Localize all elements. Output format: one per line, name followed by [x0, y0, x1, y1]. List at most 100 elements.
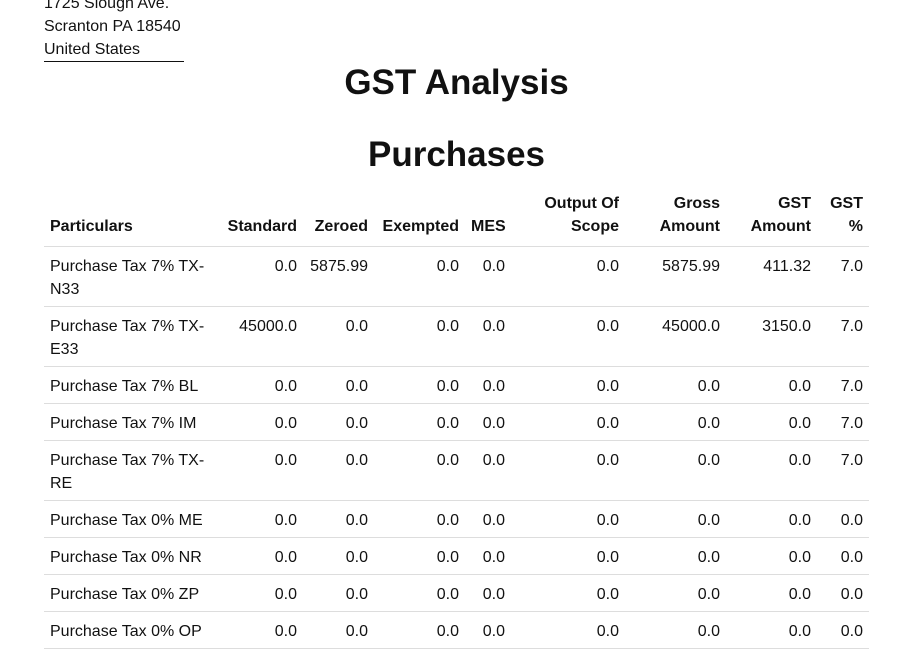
cell-gross-amount: 0.0: [625, 538, 726, 575]
cell-gross-amount: 0.0: [625, 612, 726, 649]
header-gross-amount: Gross Amount: [625, 190, 726, 247]
cell-exempted: 0.0: [374, 367, 465, 404]
cell-standard: 0.0: [221, 501, 303, 538]
cell-zeroed: 0.0: [303, 441, 374, 501]
cell-particulars: Purchase Tax 7% IM: [44, 404, 221, 441]
cell-gst-amount: 0.0: [726, 441, 817, 501]
cell-mes: 0.0: [465, 367, 511, 404]
cell-standard: 0.0: [221, 538, 303, 575]
header-particulars: Particulars: [44, 190, 221, 247]
cell-gst-amount: 0.0: [726, 612, 817, 649]
address-street: 1725 Slough Ave.: [44, 0, 184, 15]
header-exempted: Exempted: [374, 190, 465, 247]
cell-output-of-scope: 0.0: [511, 441, 625, 501]
cell-zeroed: 0.0: [303, 575, 374, 612]
cell-output-of-scope: 0.0: [511, 404, 625, 441]
header-row: Particulars Standard Zeroed Exempted MES…: [44, 190, 869, 247]
address-city-line: Scranton PA 18540: [44, 15, 184, 38]
cell-gross-amount: 5875.99: [625, 247, 726, 307]
cell-output-of-scope: 0.0: [511, 307, 625, 367]
cell-particulars: Purchase Tax 7% TX-N33: [44, 247, 221, 307]
cell-gross-amount: 0.0: [625, 501, 726, 538]
cell-output-of-scope: 0.0: [511, 575, 625, 612]
section-title: Purchases: [0, 134, 913, 176]
cell-exempted: 0.0: [374, 575, 465, 612]
cell-gst-percent: 0.0: [817, 575, 869, 612]
cell-gst-amount: 0.0: [726, 367, 817, 404]
cell-gst-amount: 411.32: [726, 247, 817, 307]
cell-standard: 0.0: [221, 612, 303, 649]
cell-zeroed: 0.0: [303, 501, 374, 538]
cell-mes: 0.0: [465, 575, 511, 612]
cell-mes: 0.0: [465, 538, 511, 575]
table-row: Purchase Tax 0% ZP 0.0 0.0 0.0 0.0 0.0 0…: [44, 575, 869, 612]
table-row: Purchase Tax 7% TX-E33 45000.0 0.0 0.0 0…: [44, 307, 869, 367]
table-body: Purchase Tax 7% TX-N33 0.0 5875.99 0.0 0…: [44, 247, 869, 649]
cell-gst-amount: 0.0: [726, 538, 817, 575]
cell-particulars: Purchase Tax 7% TX-RE: [44, 441, 221, 501]
table-row: Purchase Tax 7% TX-RE 0.0 0.0 0.0 0.0 0.…: [44, 441, 869, 501]
cell-output-of-scope: 0.0: [511, 538, 625, 575]
cell-exempted: 0.0: [374, 441, 465, 501]
cell-gst-percent: 0.0: [817, 501, 869, 538]
cell-gst-amount: 0.0: [726, 404, 817, 441]
header-output-of-scope: Output Of Scope: [511, 190, 625, 247]
table-header: Particulars Standard Zeroed Exempted MES…: [44, 190, 869, 247]
table-row: Purchase Tax 7% IM 0.0 0.0 0.0 0.0 0.0 0…: [44, 404, 869, 441]
header-gst-percent: GST %: [817, 190, 869, 247]
cell-gross-amount: 0.0: [625, 441, 726, 501]
cell-mes: 0.0: [465, 441, 511, 501]
cell-gross-amount: 0.0: [625, 575, 726, 612]
cell-gst-percent: 0.0: [817, 612, 869, 649]
address-country: United States: [44, 39, 184, 62]
cell-gross-amount: 0.0: [625, 404, 726, 441]
cell-exempted: 0.0: [374, 538, 465, 575]
cell-gst-amount: 0.0: [726, 575, 817, 612]
cell-standard: 0.0: [221, 441, 303, 501]
cell-gst-amount: 3150.0: [726, 307, 817, 367]
table-row: Purchase Tax 0% ME 0.0 0.0 0.0 0.0 0.0 0…: [44, 501, 869, 538]
cell-gst-percent: 7.0: [817, 247, 869, 307]
cell-particulars: Purchase Tax 0% OP: [44, 612, 221, 649]
cell-zeroed: 5875.99: [303, 247, 374, 307]
cell-exempted: 0.0: [374, 307, 465, 367]
table-row: Purchase Tax 7% BL 0.0 0.0 0.0 0.0 0.0 0…: [44, 367, 869, 404]
cell-mes: 0.0: [465, 612, 511, 649]
header-mes: MES: [465, 190, 511, 247]
cell-zeroed: 0.0: [303, 404, 374, 441]
cell-output-of-scope: 0.0: [511, 367, 625, 404]
cell-gst-percent: 7.0: [817, 307, 869, 367]
cell-gross-amount: 45000.0: [625, 307, 726, 367]
cell-standard: 0.0: [221, 367, 303, 404]
cell-particulars: Purchase Tax 0% ME: [44, 501, 221, 538]
cell-mes: 0.0: [465, 247, 511, 307]
cell-output-of-scope: 0.0: [511, 501, 625, 538]
cell-exempted: 0.0: [374, 247, 465, 307]
cell-exempted: 0.0: [374, 612, 465, 649]
cell-particulars: Purchase Tax 0% NR: [44, 538, 221, 575]
cell-zeroed: 0.0: [303, 307, 374, 367]
cell-standard: 0.0: [221, 575, 303, 612]
cell-gst-percent: 7.0: [817, 404, 869, 441]
cell-output-of-scope: 0.0: [511, 612, 625, 649]
cell-zeroed: 0.0: [303, 612, 374, 649]
cell-zeroed: 0.0: [303, 367, 374, 404]
cell-mes: 0.0: [465, 307, 511, 367]
header-zeroed: Zeroed: [303, 190, 374, 247]
cell-zeroed: 0.0: [303, 538, 374, 575]
cell-gst-percent: 7.0: [817, 441, 869, 501]
cell-standard: 45000.0: [221, 307, 303, 367]
header-gst-amount: GST Amount: [726, 190, 817, 247]
cell-gst-percent: 0.0: [817, 538, 869, 575]
cell-output-of-scope: 0.0: [511, 247, 625, 307]
cell-standard: 0.0: [221, 247, 303, 307]
table-row: Purchase Tax 0% NR 0.0 0.0 0.0 0.0 0.0 0…: [44, 538, 869, 575]
report-title: GST Analysis: [0, 62, 913, 104]
cell-gross-amount: 0.0: [625, 367, 726, 404]
cell-mes: 0.0: [465, 501, 511, 538]
cell-exempted: 0.0: [374, 404, 465, 441]
cell-exempted: 0.0: [374, 501, 465, 538]
table-row: Purchase Tax 0% OP 0.0 0.0 0.0 0.0 0.0 0…: [44, 612, 869, 649]
cell-particulars: Purchase Tax 7% TX-E33: [44, 307, 221, 367]
header-standard: Standard: [221, 190, 303, 247]
